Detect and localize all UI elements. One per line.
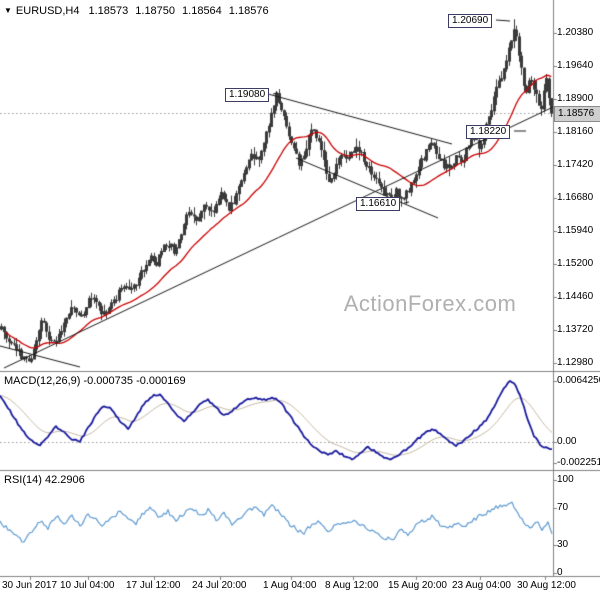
- price-axis-tick: 1.16680: [557, 191, 594, 203]
- time-axis-label: 23 Aug 04:00: [452, 580, 511, 591]
- price-axis-tick: 1.17420: [557, 158, 594, 170]
- price-axis-tick: 1.12980: [557, 356, 594, 368]
- rsi-axis-tick: 30: [557, 539, 569, 551]
- time-axis-label: 17 Jul 12:00: [126, 580, 181, 591]
- price-axis-tick: 1.14460: [557, 290, 594, 302]
- rsi-axis-tick: 100: [557, 474, 574, 485]
- price-axis-tick: 1.15200: [557, 257, 594, 269]
- price-axis-tick: 1.18900: [557, 92, 594, 104]
- rsi-indicator-label: RSI(14) 42.2906: [4, 474, 85, 486]
- macd-axis-tick: 0.00: [557, 435, 577, 447]
- price-axis-tick: 1.20380: [557, 27, 594, 38]
- macd-indicator-label: MACD(12,26,9) -0.000735 -0.000169: [4, 375, 186, 387]
- ohlc-close: 1.18576: [228, 5, 269, 17]
- macd-axis-tick: 0.0064250: [557, 374, 600, 386]
- chart-header: ▼ EURUSD,H4 1.18573 1.18750 1.18564 1.18576: [4, 5, 276, 17]
- ohlc-high: 1.18750: [135, 5, 176, 17]
- price-level-annotation: 1.16610: [356, 197, 401, 211]
- time-axis-label: 1 Aug 04:00: [263, 580, 317, 591]
- time-axis-label: 15 Aug 20:00: [388, 580, 447, 591]
- price-level-annotation: 1.19080: [225, 88, 270, 102]
- price-axis-tick: 1.15940: [557, 224, 594, 236]
- price-level-annotation: 1.18220: [466, 125, 511, 139]
- price-level-annotation: 1.20690: [448, 14, 493, 28]
- price-axis-tick: 1.13720: [557, 323, 594, 335]
- symbol-timeframe-label: EURUSD,H4: [15, 5, 80, 17]
- price-axis-tick: 1.19640: [557, 59, 594, 71]
- time-axis-label: 30 Jun 2017: [2, 580, 58, 591]
- time-axis-label: 10 Jul 04:00: [60, 580, 115, 591]
- time-axis-label: 30 Aug 12:00: [517, 580, 576, 591]
- rsi-axis-tick: 70: [557, 501, 569, 513]
- current-price-tag: 1.18576: [554, 106, 600, 123]
- macd-axis-tick: -0.0022510: [557, 456, 600, 468]
- time-axis-label: 24 Jul 20:00: [192, 580, 247, 591]
- ohlc-open: 1.18573: [88, 5, 129, 17]
- watermark: ActionForex.com: [343, 291, 517, 316]
- rsi-axis-tick: 0: [557, 567, 563, 578]
- ohlc-low: 1.18564: [182, 5, 222, 17]
- chart-menu-arrow-icon: ▼: [4, 6, 12, 15]
- time-axis-label: 8 Aug 12:00: [325, 580, 379, 591]
- price-axis-tick: 1.18160: [557, 125, 594, 137]
